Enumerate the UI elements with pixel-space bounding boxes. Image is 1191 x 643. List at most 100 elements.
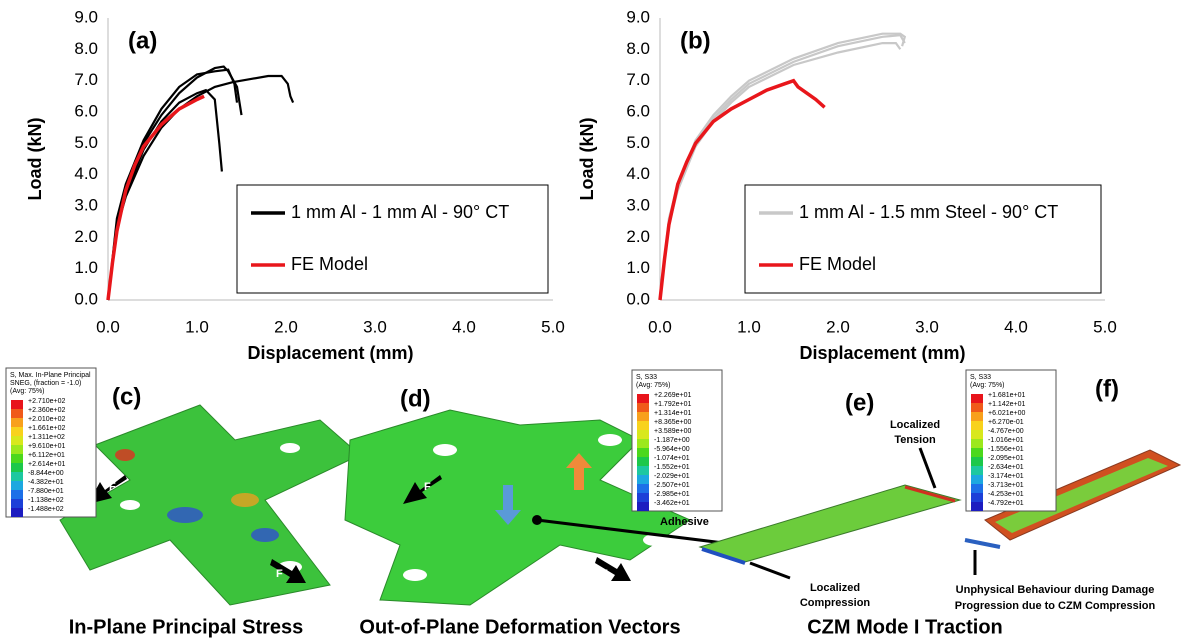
contour-swatch — [11, 445, 23, 454]
annotation: Compression — [800, 597, 871, 609]
contour-value: +2.269e+01 — [654, 392, 691, 399]
y-tick-label: 4.0 — [626, 164, 650, 183]
contour-value: +1.314e+01 — [654, 410, 691, 417]
contour-swatch — [971, 484, 983, 493]
contour-value: +2.360e+02 — [28, 407, 65, 414]
contour-swatch — [971, 448, 983, 457]
contour-swatch — [637, 502, 649, 511]
contour-swatch — [971, 412, 983, 421]
contour-value: -2.634e+01 — [988, 464, 1024, 471]
contour-legend-title: SNEG, (fraction = -1.0) — [10, 380, 81, 387]
y-tick-label: 1.0 — [626, 258, 650, 277]
contour-swatch — [11, 463, 23, 472]
fe-panel-f — [964, 449, 1182, 575]
x-tick-label: 2.0 — [274, 317, 298, 336]
legend-label: 1 mm Al - 1.5 mm Steel - 90° CT — [799, 202, 1058, 222]
y-axis-label: Load (kN) — [25, 117, 45, 200]
contour-value: -2.029e+01 — [654, 473, 690, 480]
y-tick-label: 5.0 — [626, 133, 650, 152]
contour-value: -1.552e+01 — [654, 464, 690, 471]
y-tick-label: 0.0 — [74, 289, 98, 308]
contour-value: +6.021e+00 — [988, 410, 1025, 417]
y-tick-label: 8.0 — [74, 39, 98, 58]
contour-swatch — [637, 403, 649, 412]
annotation: Localized — [810, 582, 860, 594]
contour-swatch — [971, 421, 983, 430]
annotation: Localized — [890, 419, 940, 431]
panel-label: (d) — [400, 385, 431, 412]
contour-swatch — [11, 481, 23, 490]
x-tick-label: 3.0 — [363, 317, 387, 336]
y-tick-label: 3.0 — [74, 195, 98, 214]
y-tick-label: 0.0 — [626, 289, 650, 308]
contour-value: -3.174e+01 — [988, 473, 1024, 480]
x-axis-label: Displacement (mm) — [247, 343, 413, 363]
y-tick-label: 6.0 — [626, 101, 650, 120]
contour-value: -5.964e+00 — [654, 446, 690, 453]
contour-swatch — [11, 418, 23, 427]
y-tick-label: 5.0 — [74, 133, 98, 152]
data-line — [658, 78, 826, 301]
contour-value: -2.507e+01 — [654, 482, 690, 489]
annotation: Adhesive — [660, 516, 709, 528]
contour-swatch — [971, 493, 983, 502]
contour-legend-title: S, S33 — [636, 374, 657, 381]
contour-value: -4.253e+01 — [988, 491, 1024, 498]
contour-swatch — [971, 439, 983, 448]
contour-value: +6.112e+01 — [28, 452, 65, 459]
y-tick-label: 7.0 — [74, 70, 98, 89]
annotation: Unphysical Behaviour during Damage — [956, 584, 1155, 596]
contour-swatch — [971, 394, 983, 403]
contour-swatch — [971, 457, 983, 466]
contour-value: -1.016e+01 — [988, 437, 1024, 444]
contour-value: +1.681e+01 — [988, 392, 1025, 399]
contour-legend-title: S, Max. In-Plane Principal — [10, 372, 91, 379]
contour-swatch — [11, 472, 23, 481]
contour-value: -2.985e+01 — [654, 491, 690, 498]
y-tick-label: 6.0 — [74, 101, 98, 120]
annotation: Progression due to CZM Compression — [955, 600, 1156, 612]
contour-legend-title: (Avg: 75%) — [970, 382, 1005, 389]
legend-label: FE Model — [799, 254, 876, 274]
x-tick-label: 5.0 — [1093, 317, 1117, 336]
force-label: F — [424, 481, 431, 493]
contour-swatch — [11, 499, 23, 508]
force-label: F — [109, 481, 116, 493]
panel-label: (a) — [128, 27, 157, 54]
contour-legend-title: S, S33 — [970, 374, 991, 381]
contour-swatch — [11, 490, 23, 499]
x-tick-label: 0.0 — [648, 317, 672, 336]
contour-value: -1.556e+01 — [988, 446, 1024, 453]
contour-value: +9.610e+01 — [28, 443, 65, 450]
contour-value: +1.142e+01 — [988, 401, 1025, 408]
x-tick-label: 4.0 — [1004, 317, 1028, 336]
panel-label: (c) — [112, 383, 141, 410]
contour-legend-title: (Avg: 75%) — [636, 382, 671, 389]
contour-swatch — [637, 475, 649, 484]
y-tick-label: 2.0 — [626, 227, 650, 246]
panel-label: (f) — [1095, 375, 1119, 402]
contour-swatch — [637, 457, 649, 466]
y-tick-label: 7.0 — [626, 70, 650, 89]
contour-swatch — [637, 448, 649, 457]
contour-swatch — [11, 454, 23, 463]
x-tick-label: 0.0 — [96, 317, 120, 336]
contour-value: -8.844e+00 — [28, 470, 64, 477]
caption: CZM Mode I Traction — [807, 616, 1003, 638]
contour-value: +8.365e+00 — [654, 419, 691, 426]
data-line — [106, 68, 239, 301]
contour-swatch — [971, 502, 983, 511]
contour-value: +2.710e+02 — [28, 398, 65, 405]
contour-value: -7.880e+01 — [28, 488, 64, 495]
contour-swatch — [637, 430, 649, 439]
x-tick-label: 1.0 — [185, 317, 209, 336]
legend-box — [236, 184, 549, 294]
contour-legend-title: (Avg: 75%) — [10, 388, 45, 395]
panel-label: (e) — [845, 389, 874, 416]
contour-value: -3.713e+01 — [988, 482, 1024, 489]
y-tick-label: 8.0 — [626, 39, 650, 58]
contour-swatch — [637, 439, 649, 448]
contour-swatch — [637, 394, 649, 403]
y-tick-label: 2.0 — [74, 227, 98, 246]
